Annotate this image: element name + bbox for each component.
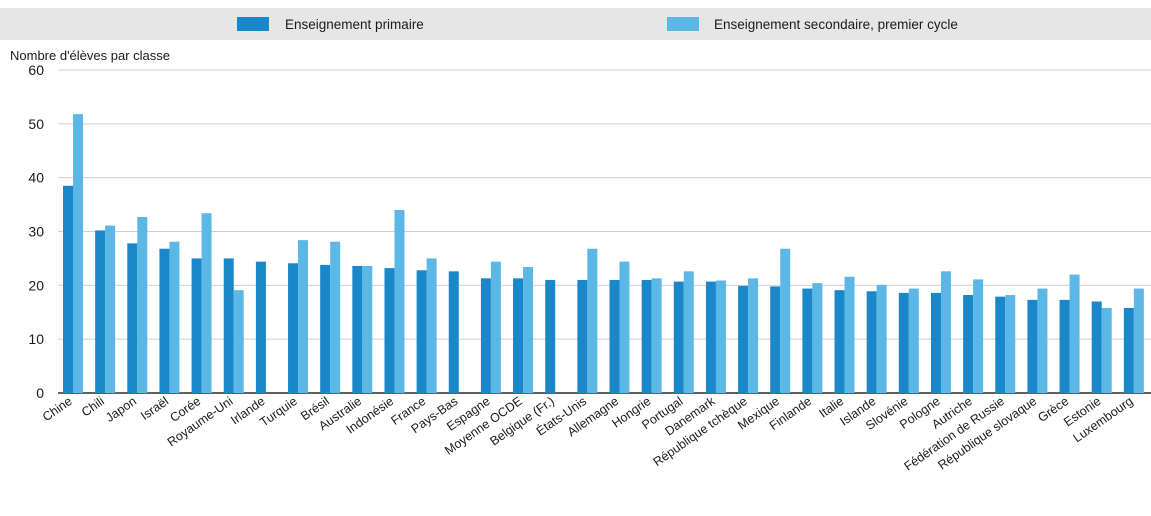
bar-secondary [1037, 288, 1048, 393]
bar-primary [802, 288, 813, 393]
bar-primary [448, 271, 459, 393]
grid [58, 69, 1151, 394]
bar-primary [191, 258, 202, 393]
x-tick-label: Japon [103, 394, 139, 425]
bar-secondary [748, 278, 759, 393]
bar-primary [963, 295, 974, 393]
bar-secondary [780, 248, 791, 393]
bar-primary [995, 296, 1006, 393]
x-tick-label: Chili [79, 394, 107, 419]
bar-primary [1123, 307, 1134, 393]
legend-label-secondary: Enseignement secondaire, premier cycle [714, 17, 958, 32]
bar-primary [577, 279, 588, 393]
bar-primary [673, 281, 684, 393]
y-tick-label: 50 [28, 116, 44, 132]
bar-primary [545, 279, 556, 393]
legend-label-primary: Enseignement primaire [285, 17, 424, 32]
bar-secondary [973, 279, 984, 393]
x-tick-label: Turquie [257, 394, 299, 430]
bar-primary [705, 281, 716, 393]
bar-secondary [233, 290, 244, 393]
bar-primary [770, 286, 781, 393]
bar-secondary [587, 248, 598, 393]
bar-secondary [330, 241, 341, 393]
bar-secondary [362, 265, 373, 393]
bar-secondary [394, 209, 405, 393]
y-tick-label: 40 [28, 170, 44, 186]
bar-primary [609, 279, 620, 393]
bar-primary [416, 270, 427, 393]
bar-primary [288, 263, 299, 393]
x-tick-label: Israël [138, 394, 171, 423]
bar-primary [63, 185, 73, 393]
bar-secondary [1069, 274, 1080, 393]
bar-secondary [683, 271, 694, 393]
legend: Enseignement primaire Enseignement secon… [0, 8, 1151, 40]
bar-primary [898, 292, 909, 393]
bar-secondary [1005, 295, 1016, 393]
bar-secondary [715, 280, 726, 393]
legend-band [0, 8, 1151, 40]
y-tick-label: 20 [28, 277, 44, 293]
bar-secondary [1133, 288, 1144, 393]
bar-primary [1091, 301, 1102, 393]
y-tick-label: 30 [28, 224, 44, 240]
bar-secondary [812, 283, 823, 393]
bar-primary [255, 261, 266, 393]
bar-secondary [105, 225, 116, 393]
bar-secondary [490, 261, 501, 393]
bar-primary [641, 279, 652, 393]
bar-primary [866, 291, 877, 393]
bar-secondary [876, 284, 887, 393]
bar-secondary [651, 278, 662, 393]
bar-secondary [73, 114, 83, 393]
y-tick-label: 0 [36, 385, 44, 401]
bar-primary [1059, 299, 1070, 393]
bar-primary [513, 278, 524, 393]
bar-secondary [298, 240, 309, 393]
bar-secondary [426, 258, 437, 393]
bar-primary [159, 248, 170, 393]
bar-primary [480, 278, 491, 393]
bar-primary [738, 285, 749, 393]
bar-primary [834, 290, 845, 393]
bar-primary [223, 258, 234, 393]
bar-primary [320, 264, 331, 393]
bar-secondary [201, 213, 212, 393]
bar-secondary [940, 271, 951, 393]
bar-primary [930, 292, 941, 393]
bar-primary [1027, 299, 1038, 393]
x-tick-label: Chine [40, 394, 75, 424]
legend-swatch-secondary [667, 17, 699, 31]
bar-secondary [908, 288, 919, 393]
bar-secondary [169, 241, 180, 393]
y-tick-labels: 0 10 20 30 40 50 60 [28, 62, 44, 401]
y-axis-label: Nombre d'élèves par classe [10, 48, 170, 63]
bar-primary [127, 243, 138, 393]
y-tick-label: 10 [28, 331, 44, 347]
legend-swatch-primary [237, 17, 269, 31]
bar-primary [352, 265, 363, 393]
bar-secondary [523, 267, 534, 393]
bar-primary [95, 230, 106, 393]
bar-primary [384, 268, 395, 393]
y-tick-label: 60 [28, 62, 44, 78]
bar-secondary [1101, 307, 1112, 393]
bar-secondary [844, 276, 855, 393]
bar-secondary [137, 216, 148, 393]
bars [63, 114, 1144, 393]
bar-secondary [619, 261, 630, 393]
